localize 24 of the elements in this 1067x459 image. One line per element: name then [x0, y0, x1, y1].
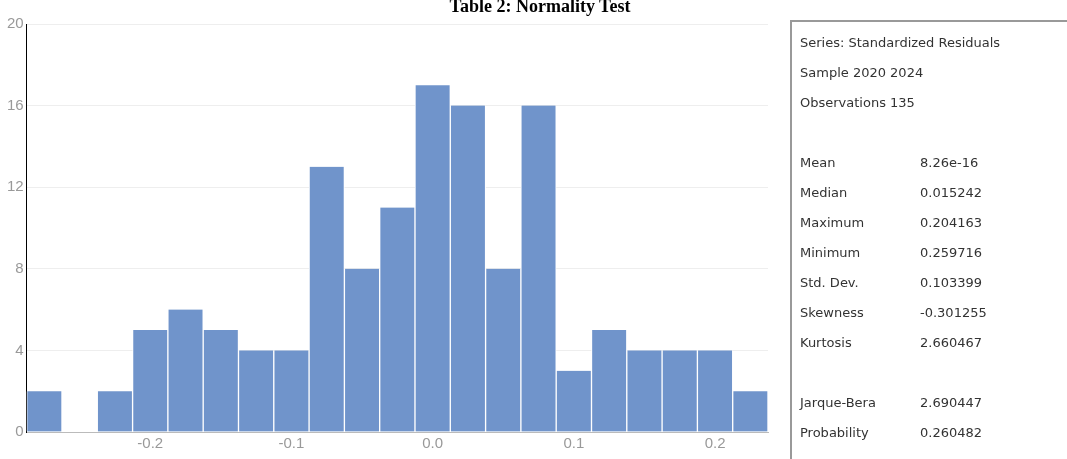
text: Sample 2020 2024 [800, 64, 924, 82]
text: Kurtosis 2.660467 [800, 335, 983, 350]
text: Series: Standardized Residuals [800, 34, 1001, 52]
y-tick-label: 0 [15, 422, 24, 440]
chart-title: Table 2: Normality Test [448, 0, 632, 17]
y-tick-label: 8 [15, 258, 24, 276]
text: Mean 8.26e-16 [800, 155, 979, 170]
x-tick-label: 0.0 [422, 434, 444, 452]
y-tick-label: 16 [7, 95, 24, 113]
text: Skewness -0.301255 [800, 305, 987, 320]
y-tick-label: 20 [7, 14, 24, 32]
text: Observations 135 [800, 94, 915, 112]
text: Maximum 0.204163 [800, 215, 983, 230]
x-tick-label: 0.2 [704, 434, 726, 452]
text: Median 0.015242 [800, 185, 983, 200]
y-tick-label: 4 [15, 340, 24, 358]
text: Std. Dev. 0.103399 [800, 275, 983, 290]
text: Jarque-Bera 2.690447 [800, 395, 983, 410]
text: Probability 0.260482 [800, 425, 983, 440]
x-tick-label: -0.1 [278, 434, 305, 452]
text: Minimum 0.259716 [800, 245, 983, 260]
x-tick-label: 0.1 [563, 434, 585, 452]
x-tick-label: -0.2 [137, 434, 164, 452]
y-tick-label: 12 [7, 177, 24, 195]
